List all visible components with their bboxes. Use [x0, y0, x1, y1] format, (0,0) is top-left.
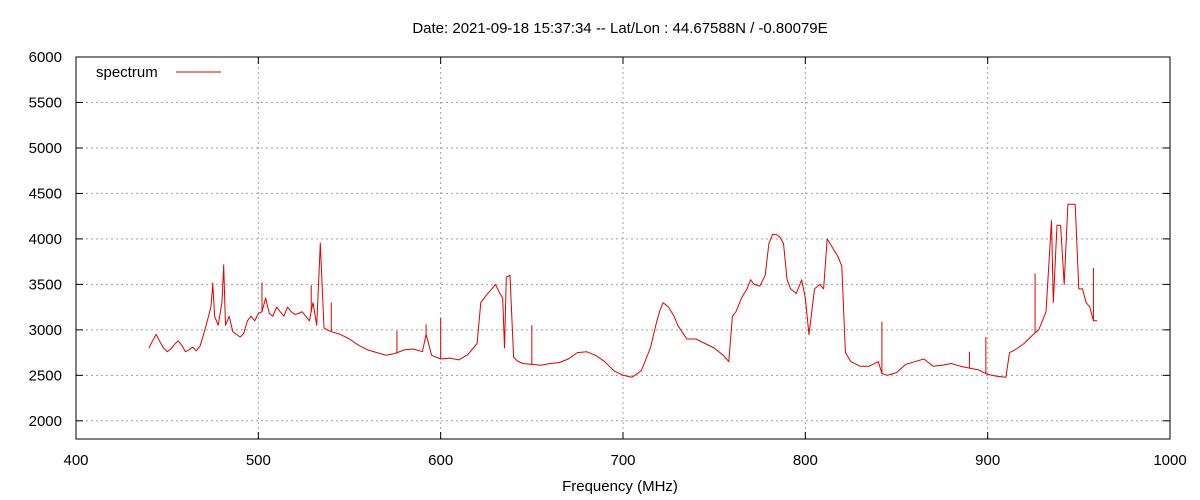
grid-lines	[76, 57, 1170, 439]
chart-title: Date: 2021-09-18 15:37:34 -- Lat/Lon : 4…	[412, 20, 827, 37]
y-tick-label: 4500	[29, 185, 62, 202]
series-line-spectrum	[148, 203, 1098, 378]
legend: spectrum	[96, 64, 221, 81]
x-axis: 400 500 600 700 800 900 1000	[63, 57, 1187, 469]
plot-frame	[75, 56, 1171, 440]
y-tick-label: 5500	[29, 94, 62, 111]
y-tick-label: 2000	[29, 413, 62, 430]
x-axis-label: Frequency (MHz)	[562, 478, 678, 495]
y-tick-label: 3500	[29, 276, 62, 293]
x-tick-label: 900	[975, 452, 1000, 469]
y-tick-label: 3000	[29, 322, 62, 339]
y-tick-label: 4000	[29, 231, 62, 248]
x-tick-label: 800	[793, 452, 818, 469]
y-tick-label: 2500	[29, 367, 62, 384]
legend-label-spectrum: spectrum	[96, 64, 158, 81]
x-tick-label: 700	[610, 452, 635, 469]
x-tick-label: 600	[428, 452, 453, 469]
x-tick-label: 1000	[1153, 452, 1186, 469]
series-layer	[148, 203, 1098, 378]
y-tick-label: 5000	[29, 140, 62, 157]
y-axis: 2000 2500 3000 3500 4000 4500 5000 5500 6000	[29, 49, 1170, 430]
x-tick-label: 500	[246, 452, 271, 469]
y-tick-label: 6000	[29, 49, 62, 66]
x-tick-label: 400	[63, 452, 88, 469]
